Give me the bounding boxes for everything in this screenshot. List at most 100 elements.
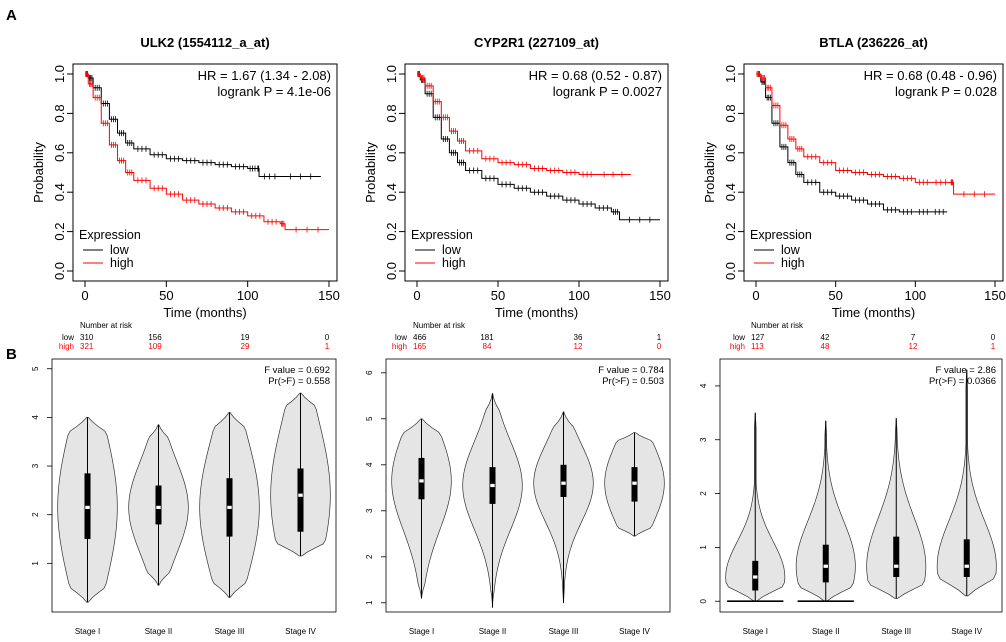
x-tick-label: 0 <box>752 288 759 303</box>
risk-value-high: 113 <box>751 342 764 351</box>
violin-median <box>298 493 303 497</box>
violin-2 <box>128 424 189 586</box>
x-tick-label: Stage I <box>75 627 100 636</box>
risk-header: Number at risk <box>80 321 133 330</box>
risk-value-low: 156 <box>148 333 162 342</box>
violin-box <box>297 468 304 532</box>
x-tick-label: 150 <box>318 288 340 303</box>
risk-value-high: 1 <box>325 342 330 351</box>
x-tick-label: 150 <box>984 288 1006 303</box>
y-tick-label: 0.8 <box>723 104 738 122</box>
risk-value-high: 48 <box>821 342 830 351</box>
f-annotation: Pr(>F) = 0.558 <box>268 376 330 387</box>
risk-value-high: 84 <box>483 342 492 351</box>
km-chart-3: BTLA (236226_at) 0 50 100 150 0.0 0.2 0.4 0.6 0.8… <box>702 35 1006 351</box>
y-tick-label: 2 <box>365 554 374 559</box>
legend-label-low: low <box>781 243 801 257</box>
violin-4 <box>936 369 997 597</box>
risk-value-high: 12 <box>574 342 583 351</box>
chart-title: BTLA (236226_at) <box>819 35 928 50</box>
violin-box <box>155 485 162 525</box>
risk-value-low: 1 <box>657 333 662 342</box>
x-tick-label: Stage III <box>549 627 579 636</box>
risk-value-low: 0 <box>325 333 330 342</box>
x-tick-label: 100 <box>568 288 590 303</box>
y-tick-label: 1.0 <box>52 65 67 83</box>
y-tick-label: 0.6 <box>52 144 67 162</box>
y-tick-label: 5 <box>31 366 40 371</box>
risk-value-low: 36 <box>574 333 583 342</box>
y-tick-label: 1 <box>365 600 374 605</box>
x-tick-label: Stage III <box>881 627 911 636</box>
y-tick-label: 2 <box>699 491 708 496</box>
plot-frame <box>404 63 669 282</box>
risk-value-low: 310 <box>80 333 94 342</box>
violin-2 <box>462 393 523 608</box>
x-tick-label: Stage IV <box>285 627 316 636</box>
y-tick-label: 3 <box>699 437 708 442</box>
f-annotation: F value = 0.784 <box>598 365 664 376</box>
x-tick-label: Stage II <box>812 627 840 636</box>
x-tick-label: 100 <box>237 288 259 303</box>
plot-frame <box>51 358 337 613</box>
violin-median <box>156 505 161 509</box>
violin-median <box>490 483 495 488</box>
violin-median <box>894 564 899 568</box>
risk-value-low: 19 <box>241 333 250 342</box>
legend-label-high: high <box>442 256 466 270</box>
plot-frame <box>385 358 671 613</box>
risk-value-high: 109 <box>148 342 162 351</box>
risk-value-low: 181 <box>480 333 494 342</box>
km-curve-high <box>417 73 631 175</box>
legend-label-low: low <box>442 243 462 257</box>
risk-value-low: 0 <box>991 333 996 342</box>
km-series-high <box>756 71 995 198</box>
y-tick-label: 0.4 <box>723 183 738 201</box>
violin-chart-2: 1 2 3 4 5 6 Stage I Stage II Stage III Stage IV F … <box>365 358 671 636</box>
hr-annotation: HR = 0.68 (0.48 - 0.96) <box>864 68 997 83</box>
x-tick-label: 150 <box>649 288 671 303</box>
chart-title: ULK2 (1554112_a_at) <box>140 35 269 50</box>
risk-row-label-low: low <box>733 333 745 342</box>
risk-value-low: 42 <box>821 333 830 342</box>
violin-3 <box>866 417 927 599</box>
risk-row-label-high: high <box>730 342 745 351</box>
violin-box <box>963 539 970 578</box>
violin-median <box>227 505 232 509</box>
violin-3 <box>533 411 594 604</box>
km-series-high <box>417 71 631 178</box>
risk-value-high: 1 <box>991 342 996 351</box>
risk-row-label-low: low <box>62 333 74 342</box>
violin-chart-1: 1 2 3 4 5 Stage I Stage II Stage III Stage IV F v… <box>31 358 337 636</box>
hr-annotation: logrank P = 0.028 <box>895 84 997 99</box>
violin-box <box>560 464 567 497</box>
violin-box <box>893 536 900 578</box>
y-tick-label: 4 <box>365 462 374 467</box>
risk-value-high: 12 <box>909 342 918 351</box>
y-tick-label: 0.8 <box>52 104 67 122</box>
risk-value-high: 29 <box>241 342 250 351</box>
hr-annotation: logrank P = 0.0027 <box>553 84 662 99</box>
risk-row-label-high: high <box>59 342 74 351</box>
panel-label-b: B <box>6 346 17 363</box>
violin-1 <box>57 417 118 603</box>
y-tick-label: 1.0 <box>723 65 738 83</box>
plot-frame <box>743 63 1004 282</box>
violin-4 <box>604 432 665 537</box>
hr-annotation: logrank P = 4.1e-06 <box>217 84 331 99</box>
x-tick-label: Stage IV <box>951 627 982 636</box>
x-tick-label: Stage III <box>215 627 245 636</box>
y-tick-label: 0.8 <box>384 104 399 122</box>
y-tick-label: 0.4 <box>384 183 399 201</box>
y-tick-label: 5 <box>365 416 374 421</box>
hr-annotation: HR = 0.68 (0.52 - 0.87) <box>529 68 662 83</box>
charts-layer: ULK2 (1554112_a_at)0 50 100 1500.00.20.40.6… <box>31 35 1006 636</box>
violin-median <box>753 575 758 579</box>
violin-median <box>823 564 828 568</box>
risk-header: Number at risk <box>413 321 466 330</box>
km-curve-low <box>417 73 660 221</box>
y-tick-label: 4 <box>699 383 708 388</box>
x-tick-label: Stage I <box>743 627 768 636</box>
